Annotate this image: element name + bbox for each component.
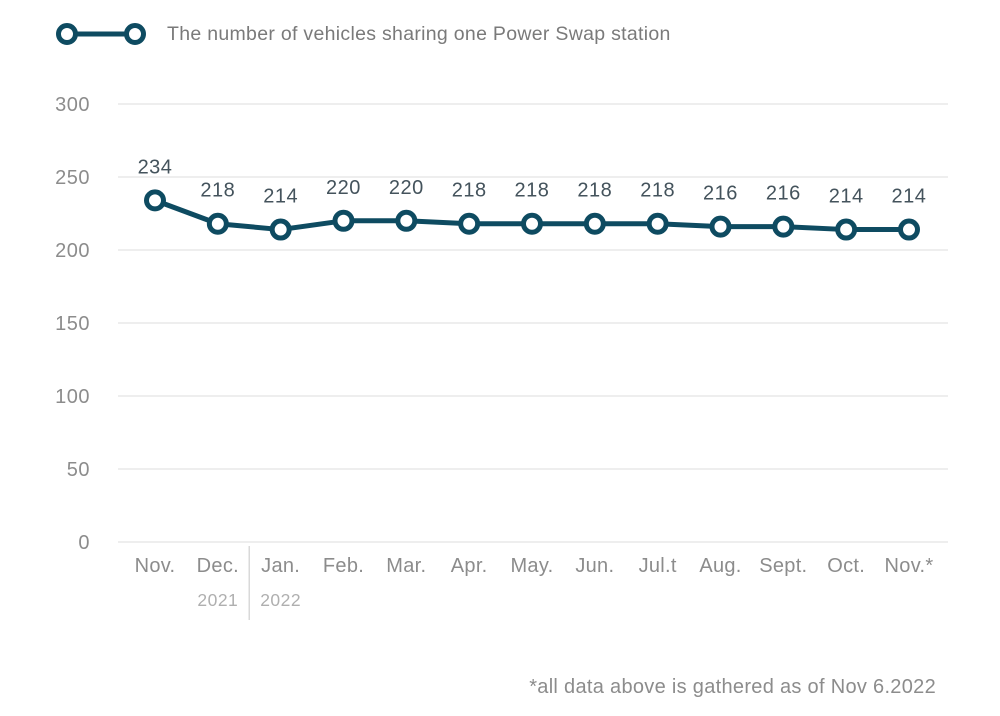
data-point-marker (269, 218, 292, 241)
data-point-marker (395, 209, 418, 232)
x-tick-label: May. (510, 555, 553, 577)
x-tick-label: Jun. (575, 555, 614, 577)
y-tick-label: 100 (55, 386, 90, 408)
legend-label: The number of vehicles sharing one Power… (167, 22, 671, 45)
year-label: 2021 (197, 590, 238, 610)
y-tick-label: 0 (78, 532, 90, 554)
data-point-label: 220 (326, 177, 361, 199)
data-point-marker (835, 218, 858, 241)
data-point-marker (897, 218, 920, 241)
footnote: *all data above is gathered as of Nov 6.… (529, 676, 936, 698)
data-point-label: 234 (138, 156, 173, 178)
data-point-label: 218 (640, 180, 675, 202)
x-tick-label: Nov. (135, 555, 176, 577)
x-tick-label: Feb. (323, 555, 364, 577)
data-point-label: 214 (263, 186, 298, 208)
x-tick-label: Nov.* (885, 555, 934, 577)
line-chart: 0 50 100 150 200 250 300 Nov. Dec. Jan. Feb. Mar. Ap… (55, 94, 948, 620)
data-point-label: 218 (577, 180, 612, 202)
data-point-marker (709, 215, 732, 238)
data-point-marker (332, 209, 355, 232)
data-point-marker (646, 212, 669, 235)
x-tick-label: Oct. (827, 555, 865, 577)
x-tick-label: Apr. (451, 555, 488, 577)
x-tick-label: Jul.t (639, 555, 677, 577)
line-series-marker-icon (56, 23, 146, 45)
data-point-marker (144, 189, 166, 212)
data-point-marker (458, 212, 481, 235)
data-point-label: 220 (389, 177, 424, 199)
y-tick-label: 300 (55, 94, 90, 116)
chart-legend: The number of vehicles sharing one Power… (55, 18, 671, 50)
data-point-marker (206, 212, 229, 235)
data-point-label: 214 (892, 186, 927, 208)
data-point-label: 218 (200, 180, 235, 202)
data-point-label: 216 (766, 183, 801, 205)
x-tick-label: Aug. (699, 555, 741, 577)
year-label: 2022 (260, 590, 301, 610)
y-tick-label: 150 (55, 313, 90, 335)
data-point-marker (520, 212, 543, 235)
x-tick-label: Jan. (261, 555, 300, 577)
data-point-label: 214 (829, 186, 864, 208)
x-tick-label: Dec. (197, 555, 239, 577)
data-point-label: 218 (515, 180, 550, 202)
x-tick-label: Sept. (759, 555, 807, 577)
data-point-label: 218 (452, 180, 487, 202)
data-point-marker (583, 212, 606, 235)
y-tick-label: 200 (55, 240, 90, 262)
data-point-marker (772, 215, 795, 238)
y-tick-label: 50 (67, 459, 90, 481)
y-tick-label: 250 (55, 167, 90, 189)
data-point-label: 216 (703, 183, 738, 205)
x-tick-label: Mar. (386, 555, 426, 577)
